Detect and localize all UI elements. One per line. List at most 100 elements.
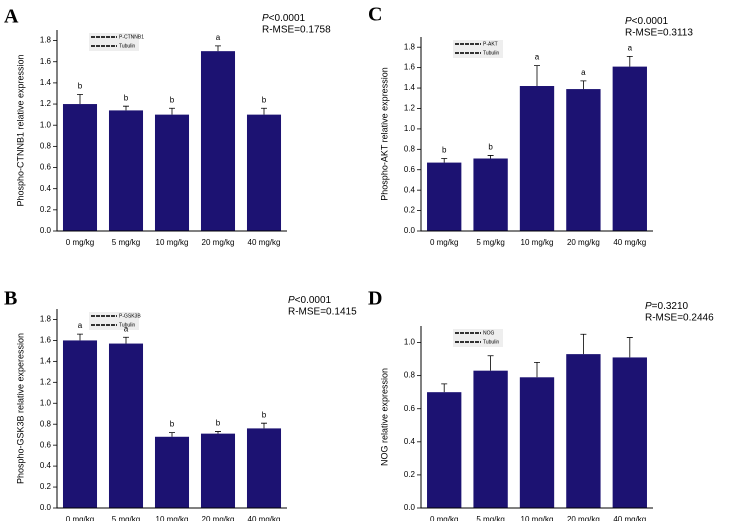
y-tick-label: 0.2 bbox=[404, 206, 416, 215]
bar bbox=[200, 433, 236, 508]
axes bbox=[420, 326, 653, 509]
error-bar bbox=[580, 333, 587, 355]
error-bar bbox=[261, 422, 267, 429]
bar bbox=[566, 354, 601, 508]
x-tick-label: 5 mg/kg bbox=[112, 515, 140, 521]
bar bbox=[427, 162, 462, 231]
panel-label: A bbox=[4, 6, 19, 28]
y-tick-label: 1.6 bbox=[404, 63, 416, 72]
y-tick-label: 0.0 bbox=[404, 503, 416, 512]
x-tick-label: 20 mg/kg bbox=[567, 238, 600, 247]
error-bar bbox=[123, 336, 129, 344]
p-number: <0.0001 bbox=[269, 13, 306, 24]
x-tick-label: 40 mg/kg bbox=[613, 515, 646, 521]
error-bar bbox=[215, 431, 221, 434]
y-tick-label: 0.8 bbox=[404, 144, 416, 153]
x-tick-label: 40 mg/kg bbox=[248, 515, 281, 521]
x-tick-label: 0 mg/kg bbox=[66, 238, 94, 247]
y-tick-label: 0.6 bbox=[404, 404, 416, 413]
x-tick-label: 5 mg/kg bbox=[476, 515, 504, 521]
x-tick-label: 40 mg/kg bbox=[248, 238, 281, 247]
bar bbox=[519, 377, 555, 508]
y-tick-label: 0.0 bbox=[40, 503, 52, 512]
axes bbox=[420, 37, 653, 232]
y-tick-label: 0.6 bbox=[404, 165, 416, 174]
y-tick-label: 1.0 bbox=[40, 120, 52, 129]
x-tick-label: 5 mg/kg bbox=[476, 238, 504, 247]
r-mse: R-MSE=0.3113 bbox=[625, 28, 693, 39]
bar bbox=[473, 158, 508, 231]
bar bbox=[62, 340, 98, 508]
y-tick-label: 1.4 bbox=[40, 78, 52, 87]
p-number: <0.0001 bbox=[632, 16, 669, 27]
error-bar bbox=[441, 383, 448, 393]
y-tick-label: 0.6 bbox=[40, 440, 52, 449]
significance-letter: a bbox=[216, 33, 221, 42]
error-bar bbox=[77, 94, 83, 105]
error-bar bbox=[626, 56, 633, 67]
blot-label: P-AKT bbox=[483, 41, 498, 47]
y-tick-label: 0.0 bbox=[40, 226, 52, 235]
error-bar bbox=[77, 333, 83, 341]
y-tick-label: 0.4 bbox=[404, 185, 416, 194]
y-tick-label: 0.2 bbox=[404, 470, 416, 479]
bar bbox=[200, 51, 236, 231]
x-tick-label: 0 mg/kg bbox=[430, 515, 458, 521]
error-bar bbox=[534, 362, 540, 378]
bar bbox=[108, 110, 144, 231]
significance-letter: b bbox=[262, 95, 267, 104]
x-tick-label: 20 mg/kg bbox=[202, 238, 235, 247]
blot-label: Tubulin bbox=[119, 322, 135, 328]
significance-letter: a bbox=[628, 44, 633, 53]
p-label: P bbox=[645, 301, 652, 312]
blot-label: Tubulin bbox=[483, 339, 499, 345]
significance-letter: b bbox=[216, 419, 221, 428]
bar bbox=[154, 114, 190, 231]
blot-label: Tubulin bbox=[119, 43, 135, 49]
r-mse: R-MSE=0.1415 bbox=[288, 307, 357, 318]
axes bbox=[56, 309, 287, 509]
significance-letter: b bbox=[262, 410, 267, 419]
y-tick-label: 0.2 bbox=[40, 482, 52, 491]
error-bar bbox=[487, 155, 494, 159]
y-tick-label: 1.8 bbox=[40, 315, 52, 324]
x-tick-label: 10 mg/kg bbox=[156, 515, 189, 521]
x-tick-label: 10 mg/kg bbox=[521, 238, 554, 247]
error-bar bbox=[580, 80, 587, 90]
blot-label: P-GSK3B bbox=[119, 313, 141, 319]
significance-letter: a bbox=[124, 324, 129, 333]
x-tick-label: 20 mg/kg bbox=[202, 515, 235, 521]
bar bbox=[612, 357, 647, 508]
p-number: =0.3210 bbox=[652, 301, 689, 312]
y-tick-label: 1.4 bbox=[404, 83, 416, 92]
panel-label: D bbox=[368, 288, 382, 310]
significance-letter: a bbox=[535, 53, 540, 62]
bar bbox=[612, 66, 647, 231]
error-bar bbox=[487, 355, 494, 371]
blot-label: P-CTNNB1 bbox=[119, 34, 144, 40]
bar bbox=[473, 370, 508, 508]
y-tick-label: 1.0 bbox=[40, 398, 52, 407]
significance-letter: b bbox=[78, 82, 83, 91]
y-tick-label: 1.2 bbox=[404, 104, 416, 113]
y-tick-label: 0.4 bbox=[40, 461, 52, 470]
p-label: P bbox=[262, 13, 269, 24]
y-tick-label: 0.4 bbox=[404, 437, 416, 446]
y-axis-label: Phospho-GSK3B relative experession bbox=[15, 333, 25, 484]
error-bar bbox=[215, 45, 221, 52]
error-bar bbox=[534, 65, 540, 87]
y-axis-label: NOG relative expression bbox=[379, 368, 389, 466]
bar bbox=[154, 436, 190, 508]
y-axis-label: Phospho-CTNNB1 relative expression bbox=[15, 54, 25, 206]
x-tick-label: 5 mg/kg bbox=[112, 238, 140, 247]
significance-letter: b bbox=[442, 146, 447, 155]
error-bar bbox=[123, 105, 129, 111]
significance-letter: a bbox=[78, 321, 83, 330]
bar bbox=[519, 86, 555, 231]
significance-letter: b bbox=[488, 143, 493, 152]
y-tick-label: 0.0 bbox=[404, 226, 416, 235]
x-tick-label: 10 mg/kg bbox=[156, 238, 189, 247]
y-tick-label: 1.8 bbox=[40, 36, 52, 45]
p-number: <0.0001 bbox=[295, 295, 332, 306]
r-mse: R-MSE=0.1758 bbox=[262, 25, 331, 36]
